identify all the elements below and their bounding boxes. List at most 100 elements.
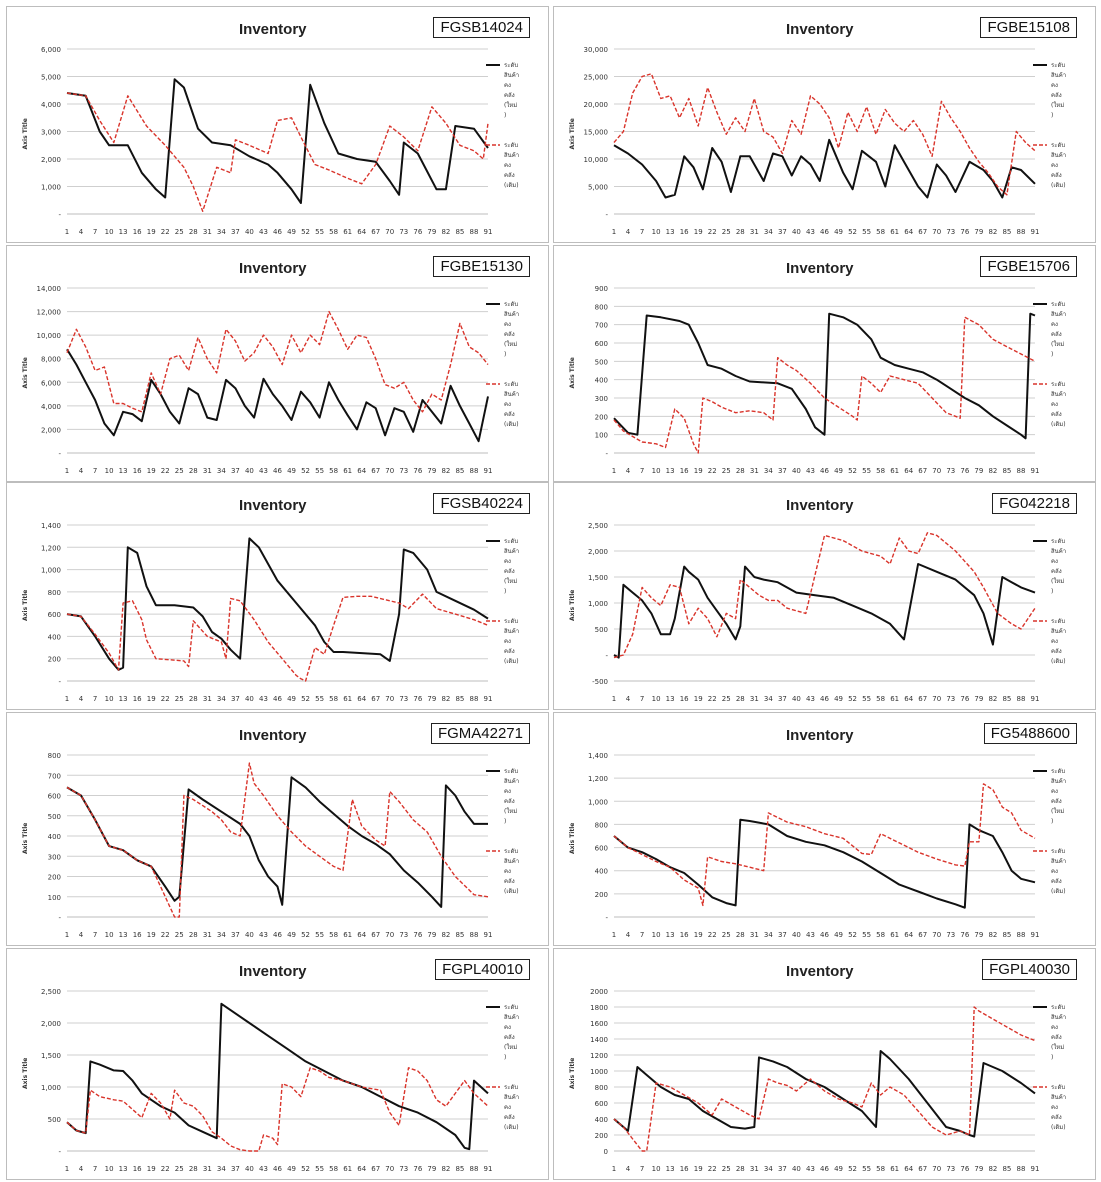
x-tick-label: 25 bbox=[175, 467, 184, 475]
x-tick-label: 34 bbox=[217, 931, 226, 939]
x-tick-label: 91 bbox=[1031, 467, 1040, 475]
legend-text-old: ระดับ bbox=[504, 142, 518, 149]
y-tick-label: 25,000 bbox=[584, 74, 609, 82]
y-axis-title: Axis Title bbox=[22, 823, 29, 854]
legend-text-old: สินค้า bbox=[504, 152, 519, 159]
y-tick-label: 5,000 bbox=[41, 74, 61, 82]
x-tick-label: 64 bbox=[357, 228, 366, 236]
legend-text-new: คลัง bbox=[504, 1034, 515, 1041]
x-tick-label: 70 bbox=[385, 1165, 394, 1173]
x-tick-label: 82 bbox=[441, 695, 450, 703]
y-tick-label: - bbox=[58, 450, 61, 458]
x-tick-label: 49 bbox=[287, 467, 296, 475]
y-axis-title: Axis Title bbox=[569, 357, 576, 388]
legend-text-new: (ใหม่ bbox=[1051, 1043, 1064, 1051]
y-tick-label: 1,200 bbox=[41, 544, 61, 552]
x-tick-label: 58 bbox=[329, 931, 338, 939]
y-tick-label: 30,000 bbox=[584, 46, 609, 54]
legend-text-new: คลัง bbox=[1051, 92, 1062, 99]
x-tick-label: 34 bbox=[764, 467, 773, 475]
x-tick-label: 28 bbox=[189, 1165, 198, 1173]
x-tick-label: 19 bbox=[694, 695, 703, 703]
legend-text-new: คง bbox=[504, 788, 511, 795]
y-axis-title: Axis Title bbox=[569, 118, 576, 149]
x-tick-label: 31 bbox=[750, 228, 759, 236]
x-tick-label: 70 bbox=[385, 467, 394, 475]
legend-text-new: (ใหม่ bbox=[1051, 577, 1064, 585]
y-tick-label: - bbox=[605, 211, 608, 219]
x-tick-label: 52 bbox=[301, 695, 310, 703]
x-tick-label: 40 bbox=[792, 228, 801, 236]
x-tick-label: 52 bbox=[848, 467, 857, 475]
x-tick-label: 76 bbox=[413, 1165, 422, 1173]
x-tick-label: 10 bbox=[105, 1165, 114, 1173]
x-tick-label: 34 bbox=[217, 467, 226, 475]
line-chart: 6,000 5,000 4,000 3,000 2,000 1,000 - 1 4 7 10 13 16… bbox=[22, 46, 519, 236]
x-tick-label: 79 bbox=[427, 228, 436, 236]
x-tick-label: 13 bbox=[666, 467, 675, 475]
chart-panel: Inventory FGBE15108 30,000 25,000 20,000 15,0… bbox=[553, 6, 1096, 243]
legend-text-old: สินค้า bbox=[504, 628, 519, 635]
x-tick-label: 70 bbox=[932, 1165, 941, 1173]
x-tick-label: 70 bbox=[385, 695, 394, 703]
x-tick-label: 19 bbox=[147, 931, 156, 939]
x-tick-label: 16 bbox=[680, 931, 689, 939]
y-tick-label: 8,000 bbox=[41, 356, 61, 364]
x-tick-label: 25 bbox=[175, 228, 184, 236]
legend-text-old: คง bbox=[504, 868, 511, 875]
x-tick-label: 1 bbox=[65, 467, 69, 475]
chart-title: Inventory bbox=[239, 497, 307, 514]
x-tick-label: 34 bbox=[217, 1165, 226, 1173]
legend-text-new: สินค้า bbox=[504, 1014, 519, 1021]
x-tick-label: 64 bbox=[904, 467, 913, 475]
x-tick-label: 64 bbox=[357, 1165, 366, 1173]
x-tick-label: 46 bbox=[820, 228, 829, 236]
x-tick-label: 46 bbox=[273, 931, 282, 939]
x-tick-label: 37 bbox=[778, 695, 787, 703]
series-line-new bbox=[613, 1050, 1036, 1138]
x-tick-label: 28 bbox=[189, 695, 198, 703]
x-tick-label: 16 bbox=[133, 467, 142, 475]
legend-text-old: ระดับ bbox=[504, 1084, 518, 1091]
legend-text-old: (เดิม) bbox=[1051, 182, 1066, 189]
x-tick-label: 4 bbox=[626, 695, 631, 703]
legend-text-new: ระดับ bbox=[1051, 1004, 1065, 1011]
x-tick-label: 58 bbox=[876, 228, 885, 236]
y-axis-title: Axis Title bbox=[22, 357, 29, 388]
y-tick-label: 200 bbox=[595, 413, 608, 421]
x-tick-label: 88 bbox=[470, 695, 479, 703]
x-tick-label: 19 bbox=[147, 228, 156, 236]
legend-text-old: คลัง bbox=[504, 648, 515, 655]
x-tick-label: 82 bbox=[441, 228, 450, 236]
x-tick-label: 88 bbox=[470, 931, 479, 939]
x-tick-label: 25 bbox=[722, 228, 731, 236]
series-line-old bbox=[613, 783, 1036, 907]
x-tick-label: 7 bbox=[640, 1165, 644, 1173]
legend-text-new: สินค้า bbox=[1051, 548, 1066, 555]
y-axis-title: Axis Title bbox=[569, 590, 576, 621]
x-tick-label: 76 bbox=[960, 695, 969, 703]
x-tick-label: 88 bbox=[1017, 931, 1026, 939]
x-tick-label: 82 bbox=[441, 1165, 450, 1173]
y-tick-label: 2,500 bbox=[41, 988, 61, 996]
x-tick-label: 28 bbox=[189, 228, 198, 236]
x-tick-label: 58 bbox=[329, 467, 338, 475]
legend-text-old: สินค้า bbox=[1051, 858, 1066, 865]
x-tick-label: 61 bbox=[890, 931, 899, 939]
series-line-old bbox=[613, 1006, 1036, 1152]
y-tick-label: 800 bbox=[595, 821, 608, 829]
legend-text-new: สินค้า bbox=[1051, 72, 1066, 79]
y-tick-label: 1,200 bbox=[588, 775, 608, 783]
x-tick-label: 91 bbox=[484, 467, 493, 475]
y-tick-label: 2,000 bbox=[588, 548, 608, 556]
y-tick-label: 1,400 bbox=[41, 522, 61, 530]
line-chart: 1,400 1,200 1,000 800 600 400 200 - 1 4 7 10 13 16 19 2… bbox=[22, 522, 519, 703]
legend-text-old: สินค้า bbox=[1051, 152, 1066, 159]
legend-text-old: คลัง bbox=[504, 1114, 515, 1121]
chart-title: Inventory bbox=[786, 260, 854, 277]
x-tick-label: 88 bbox=[470, 467, 479, 475]
x-tick-label: 37 bbox=[778, 228, 787, 236]
x-tick-label: 13 bbox=[666, 931, 675, 939]
x-tick-label: 4 bbox=[626, 1165, 631, 1173]
y-tick-label: 2,000 bbox=[41, 426, 61, 434]
